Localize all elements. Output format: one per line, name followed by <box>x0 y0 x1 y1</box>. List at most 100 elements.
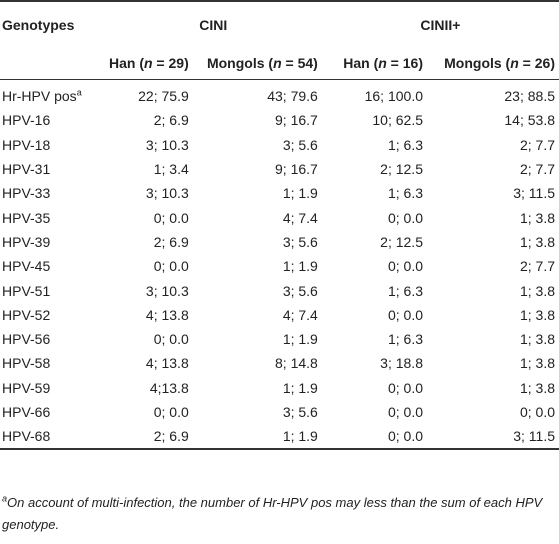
table-cell: 4; 7.4 <box>282 209 318 226</box>
row-label: HPV-39 <box>2 233 51 250</box>
table-cell: 1; 1.9 <box>282 258 318 275</box>
table-cell: 4;13.8 <box>149 379 189 396</box>
table-row: HPV-58 4; 13.8 8; 14.8 3; 18.8 1; 3.8 <box>0 351 559 375</box>
table-cell: 1; 1.9 <box>282 428 318 445</box>
row-label: HPV-52 <box>2 306 51 323</box>
table-cell: 10; 62.5 <box>372 112 423 129</box>
group-header-cini: CINI <box>199 16 228 33</box>
table-cell: 0; 0.0 <box>387 404 423 420</box>
row-label: HPV-58 <box>2 355 51 372</box>
table-cell: 3; 18.8 <box>380 355 423 372</box>
table-cell: 8; 14.8 <box>275 355 318 372</box>
table-row: HPV-16 2; 6.9 9; 16.7 10; 62.5 14; 53.8 <box>0 108 559 132</box>
table-cell: 1; 1.9 <box>282 331 318 348</box>
table-cell: 1; 6.3 <box>387 136 423 153</box>
table-row: HPV-66 0; 0.0 3; 5.6 0; 0.0 0; 0.0 <box>0 400 559 424</box>
header-row-groups: Genotypes CINI CINII+ <box>0 1 559 47</box>
group-header-cinii: CINII+ <box>420 16 461 33</box>
table-cell: 3; 11.5 <box>513 185 555 202</box>
subheader-mongols-cinii: Mongols (n = 26) <box>444 55 555 71</box>
table-cell: 0; 0.0 <box>387 306 423 323</box>
footnote-marker: a <box>2 493 8 504</box>
table-cell: 2; 12.5 <box>380 161 423 178</box>
table-cell: 1; 3.8 <box>519 306 555 323</box>
table-row: HPV-31 1; 3.4 9; 16.7 2; 12.5 2; 7.7 <box>0 157 559 181</box>
table-cell: 1; 3.8 <box>519 209 555 226</box>
table-row: HPV-56 0; 0.0 1; 1.9 1; 6.3 1; 3.8 <box>0 327 559 351</box>
table-row: HPV-45 0; 0.0 1; 1.9 0; 0.0 2; 7.7 <box>0 254 559 278</box>
table-cell: 43; 79.6 <box>267 88 318 105</box>
table-cell: 1; 3.8 <box>519 379 555 396</box>
table-cell: 9; 16.7 <box>275 161 318 178</box>
table-cell: 2; 12.5 <box>380 233 423 250</box>
table-cell: 0; 0.0 <box>153 258 189 275</box>
row-label: HPV-59 <box>2 379 51 396</box>
table-cell: 0; 0.0 <box>387 258 423 275</box>
table-cell: 3; 5.6 <box>282 233 318 250</box>
table-cell: 2; 7.7 <box>519 161 555 178</box>
row-label: HPV-45 <box>2 258 51 275</box>
table-cell: 2; 6.9 <box>153 233 189 250</box>
table-row: HPV-52 4; 13.8 4; 7.4 0; 0.0 1; 3.8 <box>0 303 559 327</box>
row-label: HPV-18 <box>2 136 51 153</box>
table-cell: 0; 0.0 <box>387 209 423 226</box>
table-cell: 0; 0.0 <box>153 331 189 348</box>
row-label: HPV-31 <box>2 161 51 178</box>
table-cell: 1; 3.8 <box>519 355 555 372</box>
table-cell: 1; 1.9 <box>282 379 318 396</box>
row-label: HPV-51 <box>2 282 51 299</box>
table-cell: 14; 53.8 <box>504 112 555 129</box>
table-cell: 1; 3.4 <box>153 161 189 178</box>
table-row: HPV-39 2; 6.9 3; 5.6 2; 12.5 1; 3.8 <box>0 230 559 254</box>
table-body: Hr-HPV posa 22; 75.9 43; 79.6 16; 100.0 23; … <box>0 80 559 450</box>
table-cell: 1; 3.8 <box>519 233 555 250</box>
footnote-text: On account of multi-infection, the numbe… <box>2 495 543 532</box>
row-label: Hr-HPV posa <box>2 87 82 105</box>
table-row: HPV-59 4;13.8 1; 1.9 0; 0.0 1; 3.8 <box>0 376 559 400</box>
table-cell: 1; 6.3 <box>387 185 423 202</box>
table-row: HPV-35 0; 0.0 4; 7.4 0; 0.0 1; 3.8 <box>0 205 559 229</box>
row-label: HPV-68 <box>2 428 51 445</box>
table-cell: 1; 3.8 <box>519 282 555 299</box>
table-cell: 0; 0.0 <box>519 404 555 420</box>
table-cell: 4; 13.8 <box>145 306 189 323</box>
table-cell: 2; 6.9 <box>153 112 189 129</box>
table-footnote: aOn account of multi-infection, the numb… <box>2 492 557 536</box>
row-label: HPV-33 <box>2 185 51 202</box>
table-cell: 1; 1.9 <box>282 185 318 202</box>
table-cell: 23; 88.5 <box>504 88 555 105</box>
table-cell: 2; 7.7 <box>519 136 555 153</box>
subheader-han-cini: Han (n = 29) <box>108 55 189 71</box>
table-row: Hr-HPV posa 22; 75.9 43; 79.6 16; 100.0 23; … <box>0 80 559 109</box>
genotype-table: Genotypes CINI CINII+ Han (n = 29) Mongo… <box>0 1 559 450</box>
header-row-subgroups: Han (n = 29) Mongols (n = 54) Han (n = 1… <box>0 47 559 80</box>
row-label: HPV-35 <box>2 209 51 226</box>
table-cell: 1; 3.8 <box>519 331 555 348</box>
table-row: HPV-33 3; 10.3 1; 1.9 1; 6.3 3; 11.5 <box>0 181 559 205</box>
table-cell: 3; 5.6 <box>282 404 318 420</box>
table-cell: 0; 0.0 <box>387 379 423 396</box>
genotypes-header: Genotypes <box>2 16 75 33</box>
table-cell: 0; 0.0 <box>153 209 189 226</box>
subheader-mongols-cini: Mongols (n = 54) <box>206 55 318 71</box>
table-cell: 3; 5.6 <box>282 282 318 299</box>
table-cell: 16; 100.0 <box>364 88 423 105</box>
row-label: HPV-16 <box>2 112 51 129</box>
row-label: HPV-66 <box>2 404 51 420</box>
table-cell: 2; 7.7 <box>519 258 555 275</box>
table-cell: 0; 0.0 <box>153 404 189 420</box>
table-row: HPV-68 2; 6.9 1; 1.9 0; 0.0 3; 11.5 <box>0 424 559 450</box>
table-cell: 3; 10.3 <box>145 136 189 153</box>
subheader-han-cinii: Han (n = 16) <box>343 55 423 71</box>
table-cell: 3; 10.3 <box>145 282 189 299</box>
table-cell: 3; 11.5 <box>513 428 555 445</box>
table-cell: 4; 13.8 <box>145 355 189 372</box>
table-cell: 1; 6.3 <box>387 331 423 348</box>
subheader-empty <box>0 47 105 80</box>
table-row: HPV-51 3; 10.3 3; 5.6 1; 6.3 1; 3.8 <box>0 278 559 302</box>
table-cell: 2; 6.9 <box>153 428 189 445</box>
table-cell: 4; 7.4 <box>282 306 318 323</box>
table-cell: 22; 75.9 <box>138 88 189 105</box>
table-cell: 0; 0.0 <box>387 428 423 445</box>
